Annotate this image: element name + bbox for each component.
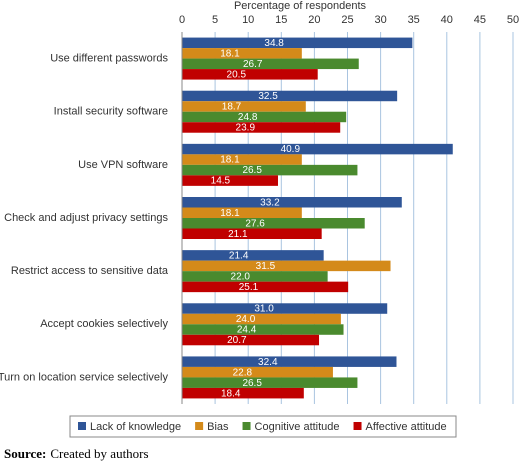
value-label: 14.5 <box>211 176 231 187</box>
category-label: Restrict access to sensitive data <box>11 265 169 277</box>
source: Source: Created by authors <box>4 446 149 461</box>
value-label: 18.4 <box>221 388 241 399</box>
x-tick-label: 20 <box>308 14 320 26</box>
value-label: 22.8 <box>233 367 253 378</box>
value-label: 33.2 <box>260 197 280 208</box>
value-label: 24.0 <box>236 314 256 325</box>
legend-swatch <box>195 422 204 430</box>
value-label: 25.1 <box>239 282 259 293</box>
value-label: 18.1 <box>220 208 240 219</box>
bar <box>182 58 359 70</box>
value-label: 31.0 <box>254 304 274 315</box>
x-tick-label: 5 <box>212 14 218 26</box>
bar <box>182 175 278 186</box>
bar <box>182 37 413 49</box>
x-axis-label: Percentage of respondents <box>234 0 367 12</box>
x-tick-label: 15 <box>275 14 287 26</box>
bar <box>182 90 398 102</box>
bar <box>182 164 358 176</box>
source-label: Source: <box>4 446 46 461</box>
bar <box>182 143 453 155</box>
bar <box>182 122 341 133</box>
category-label: Use different passwords <box>50 52 168 64</box>
value-label: 24.8 <box>238 112 258 123</box>
value-label: 32.5 <box>258 91 278 102</box>
legend-label: Lack of knowledge <box>90 421 181 433</box>
value-label: 34.8 <box>264 38 284 49</box>
bar <box>182 228 322 239</box>
legend-label: Cognitive attitude <box>255 421 340 433</box>
category-label: Accept cookies selectively <box>40 318 168 330</box>
x-tick-label: 40 <box>441 14 453 26</box>
value-label: 23.9 <box>236 123 256 134</box>
value-label: 21.1 <box>228 229 248 240</box>
value-label: 26.5 <box>242 165 262 176</box>
value-label: 40.9 <box>281 144 301 155</box>
bar <box>182 377 358 388</box>
category-label: Check and adjust privacy settings <box>4 212 168 224</box>
x-tick-label: 25 <box>341 14 353 26</box>
bar <box>182 197 402 208</box>
bar <box>182 207 302 218</box>
value-label: 22.0 <box>231 272 251 283</box>
legend-label: Affective attitude <box>366 421 447 433</box>
value-label: 18.7 <box>222 102 242 113</box>
bar <box>182 69 318 80</box>
value-label: 20.5 <box>227 69 247 80</box>
bar <box>182 356 397 367</box>
bar <box>182 250 324 261</box>
category-label: Turn on location service selectively <box>0 371 168 383</box>
bar <box>182 334 320 346</box>
value-label: 27.6 <box>245 218 265 229</box>
bar <box>182 101 306 112</box>
bar <box>182 313 341 325</box>
category-label: Use VPN software <box>78 159 168 171</box>
bar <box>182 271 328 282</box>
bar <box>182 48 302 59</box>
legend-swatch <box>242 422 251 430</box>
category-label: Install security software <box>54 106 168 118</box>
x-tick-label: 0 <box>179 14 185 26</box>
value-label: 20.7 <box>227 335 247 346</box>
x-tick-label: 35 <box>408 14 420 26</box>
x-tick-label: 10 <box>242 14 254 26</box>
source-text: Created by authors <box>50 446 148 461</box>
value-label: 18.1 <box>220 155 240 166</box>
value-label: 32.4 <box>258 357 278 368</box>
bar <box>182 366 333 378</box>
value-label: 26.7 <box>243 59 263 70</box>
value-label: 21.4 <box>229 251 249 262</box>
legend-label: Bias <box>207 421 229 433</box>
bar <box>182 218 365 229</box>
bar <box>182 111 347 123</box>
value-label: 18.1 <box>220 48 240 59</box>
x-tick-label: 45 <box>474 14 486 26</box>
x-tick-label: 50 <box>507 14 519 26</box>
bar <box>182 281 349 293</box>
bar <box>182 387 304 399</box>
bar <box>182 154 302 165</box>
bar <box>182 324 344 335</box>
legend-box <box>69 415 457 438</box>
value-label: 24.4 <box>237 325 257 336</box>
bar <box>182 260 391 272</box>
value-label: 26.5 <box>242 378 262 389</box>
legend-swatch <box>78 422 86 430</box>
legend-swatch <box>353 422 362 430</box>
bar <box>182 303 388 314</box>
value-label: 31.5 <box>256 261 276 272</box>
x-tick-label: 30 <box>374 14 386 26</box>
